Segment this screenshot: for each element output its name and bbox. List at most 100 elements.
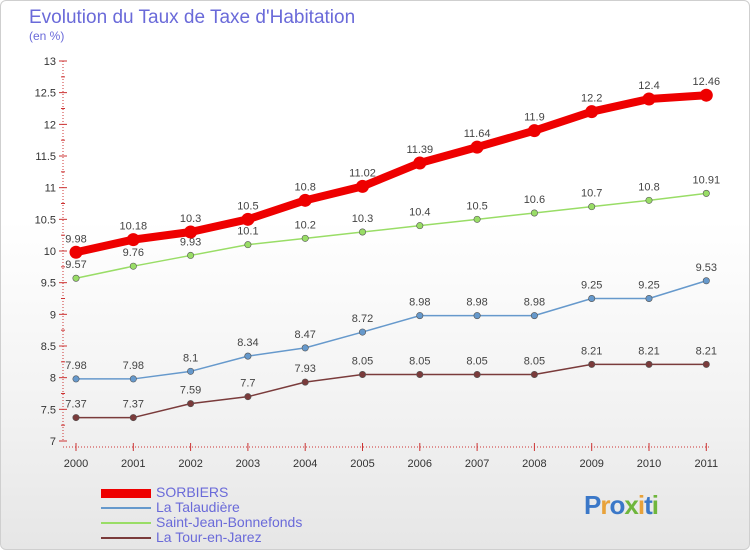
y-tick-label: 13 — [44, 56, 56, 68]
x-tick-label: 2004 — [293, 458, 317, 470]
data-label-la-talaudi-re: 8.34 — [237, 337, 258, 349]
data-label-sorbiers: 10.8 — [294, 181, 315, 193]
data-point-la-talaudi-re — [129, 375, 137, 383]
data-label-sorbiers: 10.5 — [237, 200, 258, 212]
data-point-sorbiers — [69, 245, 83, 259]
x-tick-label: 2007 — [465, 458, 489, 470]
y-tick-label: 10.5 — [35, 214, 56, 226]
data-point-la-tour-en-jarez — [129, 414, 137, 422]
data-point-saint-jean-bonnefonds — [301, 234, 309, 242]
data-point-la-talaudi-re — [702, 277, 710, 285]
data-point-saint-jean-bonnefonds — [645, 196, 653, 204]
data-point-saint-jean-bonnefonds — [473, 215, 481, 223]
x-tick-label: 2003 — [236, 458, 260, 470]
y-tick-label: 11.5 — [35, 151, 56, 163]
data-label-saint-jean-bonnefonds: 10.91 — [693, 174, 721, 186]
data-point-la-tour-en-jarez — [645, 360, 653, 368]
y-tick-label: 9 — [50, 309, 56, 321]
data-label-saint-jean-bonnefonds: 10.5 — [466, 200, 487, 212]
data-label-la-tour-en-jarez: 8.05 — [409, 356, 430, 368]
data-point-saint-jean-bonnefonds — [358, 228, 366, 236]
data-label-la-talaudi-re: 8.98 — [524, 297, 545, 309]
logo-letter: r — [600, 490, 610, 520]
x-tick-label: 2000 — [64, 458, 88, 470]
data-point-sorbiers — [413, 156, 427, 170]
legend-label: La Tour-en-Jarez — [156, 529, 262, 545]
x-tick-label: 2009 — [579, 458, 603, 470]
series-line-saint-jean-bonnefonds — [75, 192, 708, 279]
y-tick-label: 11 — [45, 183, 56, 195]
data-label-saint-jean-bonnefonds: 10.7 — [581, 188, 602, 200]
y-tick-label: 9.5 — [41, 278, 56, 290]
data-point-la-tour-en-jarez — [702, 360, 710, 368]
data-point-la-tour-en-jarez — [358, 370, 366, 378]
data-point-sorbiers — [241, 212, 255, 226]
data-point-sorbiers — [699, 88, 713, 102]
x-tick-label: 2001 — [121, 458, 145, 470]
data-label-la-tour-en-jarez: 8.05 — [352, 356, 373, 368]
y-tick-label: 7.5 — [41, 404, 56, 416]
data-point-la-talaudi-re — [358, 328, 366, 336]
data-label-la-talaudi-re: 9.25 — [581, 280, 602, 292]
legend-swatch — [101, 507, 151, 509]
data-label-la-tour-en-jarez: 7.37 — [65, 399, 86, 411]
data-label-la-tour-en-jarez: 7.37 — [123, 399, 144, 411]
x-tick-label: 2005 — [350, 458, 374, 470]
data-point-saint-jean-bonnefonds — [244, 241, 252, 249]
data-label-la-tour-en-jarez: 8.21 — [638, 345, 659, 357]
data-label-sorbiers: 11.02 — [349, 167, 376, 179]
data-point-la-tour-en-jarez — [72, 414, 80, 422]
data-label-la-talaudi-re: 8.98 — [466, 297, 487, 309]
data-label-saint-jean-bonnefonds: 10.4 — [409, 207, 430, 219]
data-label-saint-jean-bonnefonds: 10.3 — [352, 213, 373, 225]
data-point-la-talaudi-re — [187, 367, 195, 375]
data-point-saint-jean-bonnefonds — [702, 189, 710, 197]
data-label-saint-jean-bonnefonds: 9.57 — [65, 259, 86, 271]
data-label-la-talaudi-re: 7.98 — [65, 360, 86, 372]
data-label-la-tour-en-jarez: 8.05 — [524, 356, 545, 368]
chart-title: Evolution du Taux de Taxe d'Habitation — [29, 7, 356, 28]
data-point-la-talaudi-re — [530, 312, 538, 320]
data-label-la-tour-en-jarez: 7.7 — [240, 378, 255, 390]
data-point-la-tour-en-jarez — [244, 393, 252, 401]
data-label-sorbiers: 12.46 — [693, 76, 721, 88]
logo-letter: P — [584, 490, 601, 520]
data-label-saint-jean-bonnefonds: 9.76 — [123, 247, 144, 259]
data-point-la-tour-en-jarez — [473, 370, 481, 378]
series-line-sorbiers — [72, 91, 711, 257]
data-point-saint-jean-bonnefonds — [530, 209, 538, 217]
y-tick-label: 8 — [50, 373, 56, 385]
y-tick-label: 12 — [44, 119, 56, 131]
data-point-sorbiers — [527, 124, 541, 138]
data-point-saint-jean-bonnefonds — [187, 251, 195, 259]
data-point-la-talaudi-re — [588, 294, 596, 302]
data-point-la-talaudi-re — [645, 294, 653, 302]
x-tick-label: 2006 — [408, 458, 432, 470]
data-point-la-talaudi-re — [473, 312, 481, 320]
legend-label: La Talaudière — [156, 499, 240, 515]
data-label-sorbiers: 9.98 — [65, 233, 86, 245]
data-label-sorbiers: 11.39 — [406, 144, 433, 156]
logo-letter: i — [651, 490, 659, 520]
data-label-la-tour-en-jarez: 8.21 — [581, 345, 602, 357]
chart-subtitle: (en %) — [29, 29, 65, 43]
data-point-sorbiers — [126, 233, 140, 247]
logo-letter: t — [644, 490, 653, 520]
series-line-la-talaudi-re — [75, 280, 708, 380]
y-tick-label: 12.5 — [35, 88, 56, 100]
data-label-saint-jean-bonnefonds: 10.8 — [638, 181, 659, 193]
data-label-la-talaudi-re: 7.98 — [123, 360, 144, 372]
legend-swatch — [101, 522, 151, 524]
x-tick-label: 2010 — [637, 458, 661, 470]
y-tick-label: 7 — [50, 436, 56, 448]
data-point-saint-jean-bonnefonds — [72, 274, 80, 282]
legend-label: Saint-Jean-Bonnefonds — [156, 514, 303, 530]
legend-swatch — [101, 537, 151, 539]
data-label-la-talaudi-re: 9.25 — [638, 280, 659, 292]
data-point-la-talaudi-re — [301, 344, 309, 352]
data-point-la-talaudi-re — [416, 312, 424, 320]
data-label-la-tour-en-jarez: 7.59 — [180, 385, 201, 397]
data-label-sorbiers: 11.64 — [464, 128, 491, 140]
